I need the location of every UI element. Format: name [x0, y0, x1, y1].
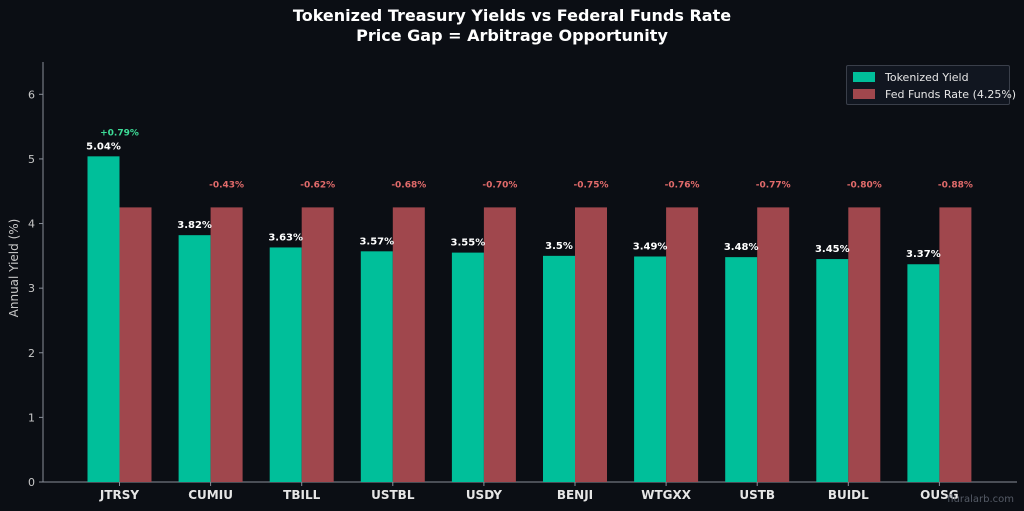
bar-fed-funds-rate [301, 207, 334, 482]
value-label: 5.04% [86, 141, 121, 152]
x-tick-label: JTRSY [99, 488, 140, 502]
bar-fed-funds-rate [483, 207, 516, 482]
legend-item-fed-funds-rate: Fed Funds Rate (4.25%) [853, 87, 1016, 101]
y-tick-label: 1 [28, 411, 35, 424]
legend: Tokenized Yield Fed Funds Rate (4.25%) [846, 65, 1016, 105]
bar-tokenized-yield [269, 247, 302, 482]
spread-label: -0.62% [300, 180, 335, 190]
y-tick-label: 5 [28, 153, 35, 166]
x-tick-label: CUMIU [188, 488, 233, 502]
spread-label: -0.76% [665, 180, 700, 190]
chart-title: Tokenized Treasury Yields vs Federal Fun… [292, 6, 732, 25]
value-label: 3.57% [359, 236, 394, 247]
y-tick-label: 4 [28, 218, 35, 231]
watermark: fluralarb.com [947, 494, 1014, 505]
bar-fed-funds-rate [757, 207, 790, 482]
bar-fed-funds-rate [210, 207, 243, 482]
legend-label-fed-funds-rate: Fed Funds Rate (4.25%) [885, 87, 1017, 101]
legend-swatch-tokenized-yield [853, 72, 875, 82]
bar-tokenized-yield [543, 255, 575, 482]
value-label: 3.82% [177, 220, 212, 231]
bar-fed-funds-rate [848, 207, 881, 482]
value-label: 3.63% [268, 232, 303, 243]
value-label: 3.49% [633, 241, 668, 252]
bar-tokenized-yield [907, 264, 940, 482]
spread-label: -0.80% [847, 180, 882, 190]
x-tick-label: BENJI [557, 488, 593, 502]
x-tick-label: USDY [466, 488, 502, 502]
spread-label: -0.43% [209, 180, 244, 190]
x-tick-label: USTBL [371, 488, 415, 502]
bar-tokenized-yield [816, 259, 849, 482]
legend-swatch-fed-funds-rate [853, 89, 875, 99]
legend-item-tokenized-yield: Tokenized Yield [853, 70, 969, 84]
bar-fed-funds-rate [575, 207, 607, 482]
spread-label: -0.88% [938, 180, 973, 190]
spread-label: -0.70% [482, 180, 517, 190]
x-tick-label: WTGXX [641, 488, 692, 502]
x-tick-label: USTB [739, 488, 775, 502]
bar-fed-funds-rate [119, 207, 152, 482]
bar-tokenized-yield [87, 156, 120, 483]
bar-fed-funds-rate [392, 207, 425, 482]
value-label: 3.55% [451, 238, 486, 249]
bar-fed-funds-rate [666, 207, 699, 482]
y-tick-label: 0 [28, 476, 35, 489]
spread-label: -0.68% [391, 180, 426, 190]
bar-tokenized-yield [178, 235, 211, 482]
bar-tokenized-yield [360, 251, 393, 482]
y-axis-label: Annual Yield (%) [7, 218, 21, 318]
value-label: 3.45% [815, 244, 850, 255]
spread-label: -0.75% [574, 180, 609, 190]
value-label: 3.37% [906, 249, 941, 260]
legend-label-tokenized-yield: Tokenized Yield [885, 70, 969, 84]
y-tick-label: 6 [28, 88, 35, 101]
bar-fed-funds-rate [939, 207, 972, 482]
y-tick-label: 2 [28, 347, 35, 360]
bar-tokenized-yield [451, 252, 484, 482]
spread-label: +0.79% [100, 128, 139, 138]
y-tick-label: 3 [28, 282, 35, 295]
x-tick-label: BUIDL [828, 488, 869, 502]
x-tick-label: TBILL [283, 488, 320, 502]
bar-tokenized-yield [725, 257, 758, 482]
chart-subtitle: Price Gap = Arbitrage Opportunity [356, 26, 668, 45]
bar-tokenized-yield [634, 256, 667, 482]
spread-label: -0.77% [756, 180, 791, 190]
value-label: 3.5% [545, 241, 573, 252]
x-tick-label: OUSG [920, 488, 958, 502]
value-label: 3.48% [724, 242, 759, 253]
